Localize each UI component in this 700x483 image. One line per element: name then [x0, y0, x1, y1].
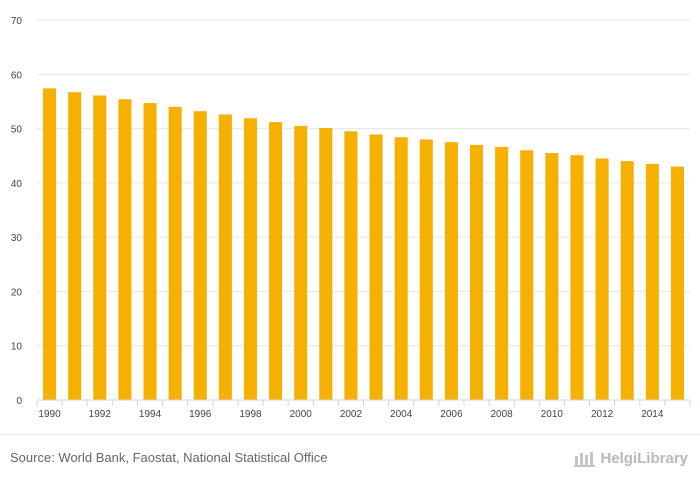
x-tick-label: 2014	[641, 409, 664, 420]
y-tick-label: 0	[16, 396, 22, 407]
x-tick-label: 1992	[89, 409, 112, 420]
x-tick-label: 1990	[38, 409, 61, 420]
x-tick-label: 1996	[189, 409, 212, 420]
y-tick-label: 10	[11, 342, 23, 353]
x-tick-label: 2010	[541, 409, 564, 420]
logo-text: HelgiLibrary	[600, 449, 688, 467]
x-tick-label: 1998	[239, 409, 262, 420]
y-tick-label: 30	[11, 233, 23, 244]
bar-1991[interactable]	[68, 92, 82, 400]
bar-2010[interactable]	[545, 153, 559, 400]
x-tick-label: 2012	[591, 409, 614, 420]
bar-1999[interactable]	[269, 122, 283, 401]
bar-2007[interactable]	[469, 144, 484, 400]
source-text: Source: World Bank, Faostat, National St…	[10, 450, 328, 465]
y-tick-label: 40	[11, 179, 23, 190]
x-tick-label: 1994	[139, 409, 162, 420]
bar-2008[interactable]	[495, 147, 509, 400]
bar-chart: 0 10 20 30 40 50 60 70 1990 1992 1994 1996 1998 2000…	[11, 16, 691, 420]
bar-2006[interactable]	[444, 142, 458, 400]
bar-2012[interactable]	[595, 158, 609, 400]
bar-2003[interactable]	[369, 134, 383, 401]
gridlines	[37, 19, 690, 347]
bar-2009[interactable]	[520, 150, 534, 400]
bar-2002[interactable]	[344, 131, 358, 401]
bar-2001[interactable]	[319, 128, 333, 400]
bar-1996[interactable]	[193, 111, 207, 400]
bar-2013[interactable]	[620, 161, 634, 400]
bar-1994[interactable]	[143, 103, 157, 401]
bar-1990[interactable]	[43, 88, 57, 401]
y-tick-label: 50	[11, 125, 23, 136]
y-tick-label: 60	[11, 70, 23, 81]
y-tick-label: 20	[11, 287, 23, 298]
bar-1992[interactable]	[93, 95, 107, 400]
footer-divider	[0, 434, 700, 435]
x-tick-label: 2008	[491, 409, 514, 420]
bar-1995[interactable]	[168, 106, 182, 400]
helgi-library-logo[interactable]: HelgiLibrary	[574, 447, 688, 469]
bar-1993[interactable]	[118, 99, 132, 400]
x-tick-label: 2006	[440, 409, 463, 420]
bar-2004[interactable]	[394, 137, 408, 400]
bar-2011[interactable]	[570, 155, 584, 400]
library-icon	[574, 452, 596, 467]
x-tick-label: 2000	[290, 409, 313, 420]
bars	[43, 88, 684, 401]
bar-1998[interactable]	[243, 118, 258, 400]
x-tick-label: 2002	[340, 409, 363, 420]
y-axis-tick-labels: 0 10 20 30 40 50 60 70	[11, 16, 23, 407]
x-tick-label: 2004	[390, 409, 413, 420]
bar-2015[interactable]	[670, 166, 684, 400]
x-axis-ticks: 1990 1992 1994 1996 1998 2000 2002 2004 2006 2008…	[36, 400, 691, 420]
bar-1997[interactable]	[218, 114, 232, 400]
bar-2005[interactable]	[419, 139, 433, 400]
bar-2000[interactable]	[294, 125, 308, 400]
y-tick-label: 70	[11, 16, 23, 27]
bar-2014[interactable]	[645, 163, 659, 400]
